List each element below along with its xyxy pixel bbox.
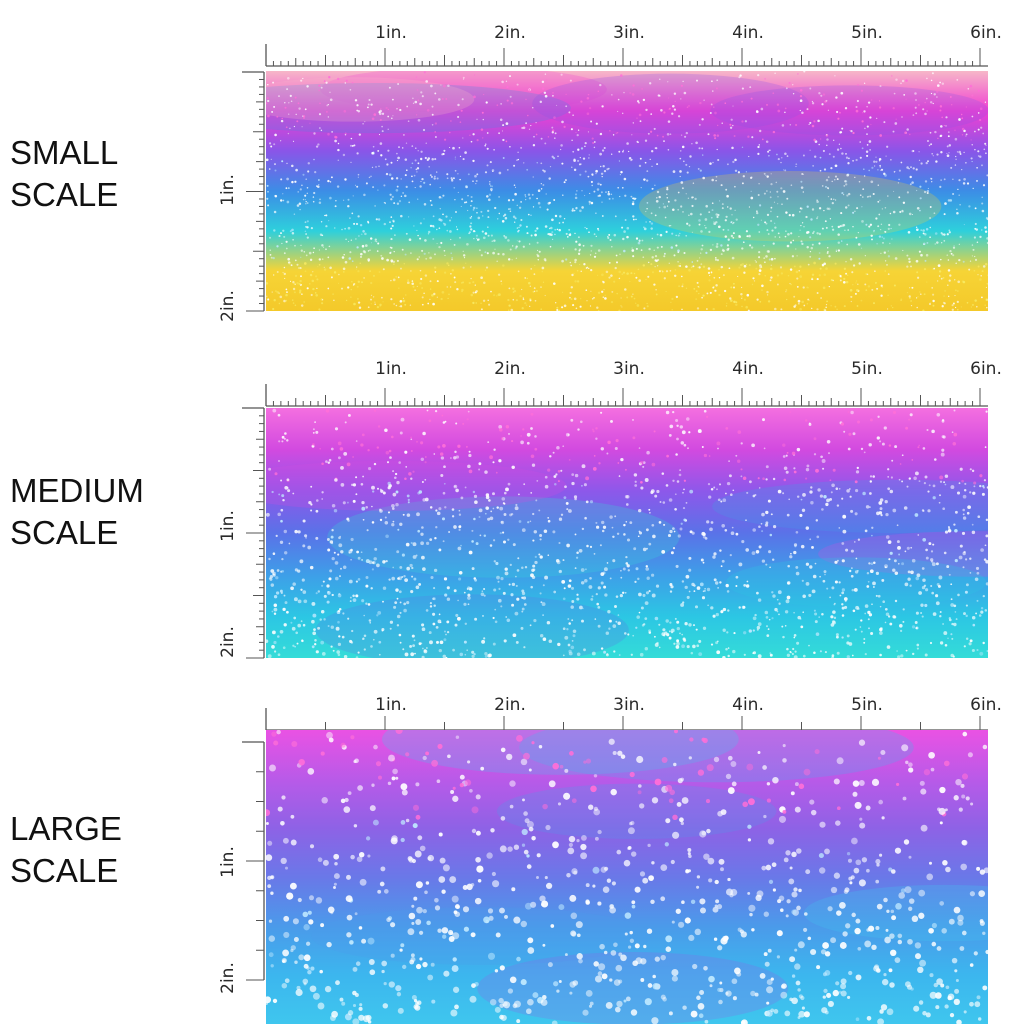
color-wash	[320, 71, 607, 113]
color-wash	[496, 783, 777, 840]
panel-large-scale: LARGE SCALE 1in. 2in. 3in. 4in. 5in. 6in…	[0, 676, 1024, 1024]
color-wash	[725, 557, 987, 608]
panel-small-scale: SMALL SCALE 1in. 2in. 3in. 4in. 5in. 6in…	[0, 0, 1024, 330]
color-wash	[477, 952, 789, 1024]
color-wash	[381, 730, 739, 775]
scale-label-line2: SCALE	[10, 176, 119, 213]
ruler-h-label: 5in.	[851, 23, 883, 43]
color-wash	[710, 85, 988, 136]
ruler-h-label: 3in.	[613, 23, 645, 43]
ruler-h-label: 6in.	[970, 695, 1002, 715]
ruler-v-label: 2in.	[218, 962, 238, 994]
ruler-v-label: 1in.	[218, 510, 238, 542]
color-wash	[519, 730, 914, 783]
fabric-swatch-large	[266, 730, 988, 1024]
fabric-swatch-medium	[266, 408, 988, 658]
ruler-v-label: 1in.	[218, 174, 238, 206]
glitter-dots	[266, 730, 988, 1024]
ruler-h-label: 3in.	[613, 359, 645, 379]
ruler-h-label: 1in.	[375, 695, 407, 715]
scale-label-line2: SCALE	[10, 514, 119, 551]
fabric-pattern-large	[266, 730, 988, 1024]
glitter-dots	[266, 408, 988, 658]
fabric-pattern-medium	[266, 408, 988, 658]
panel-medium-scale: MEDIUM SCALE 1in. 2in. 3in. 4in. 5in. 6i…	[0, 340, 1024, 670]
ruler-h-label: 4in.	[732, 23, 764, 43]
scale-label-line1: SMALL	[10, 134, 119, 171]
ruler-h-label: 2in.	[494, 359, 526, 379]
color-wash	[266, 460, 567, 511]
ruler-v-label: 1in.	[218, 846, 238, 878]
scale-label-line2: SCALE	[10, 852, 119, 889]
color-wash	[712, 479, 988, 534]
fabric-swatch-small	[266, 71, 988, 311]
color-wash	[266, 82, 571, 134]
scale-label-line1: MEDIUM	[10, 472, 144, 509]
ruler-h-label: 6in.	[970, 23, 1002, 43]
ombre-background	[266, 408, 988, 658]
ruler-v-label: 2in.	[218, 626, 238, 658]
ruler-h-label: 6in.	[970, 359, 1002, 379]
ruler-h-label: 1in.	[375, 359, 407, 379]
ombre-background	[266, 71, 988, 311]
ruler-medium: 1in. 2in. 3in. 4in. 5in. 6in. 1in. 2in.	[218, 359, 1002, 659]
ruler-h-label: 5in.	[851, 695, 883, 715]
ruler-h-label: 2in.	[494, 23, 526, 43]
color-wash	[818, 531, 988, 577]
fabric-pattern-small	[266, 71, 988, 311]
ruler-h-label: 1in.	[375, 23, 407, 43]
ruler-h-label: 5in.	[851, 359, 883, 379]
glitter-dots	[266, 71, 988, 311]
ruler-h-label: 4in.	[732, 359, 764, 379]
ruler-h-label: 4in.	[732, 695, 764, 715]
scale-label-line1: LARGE	[10, 810, 122, 847]
scale-label-small: SMALL SCALE	[10, 132, 118, 216]
color-wash	[638, 171, 942, 242]
ruler-small: 1in. 2in. 3in. 4in. 5in. 6in. 1in. 2in.	[218, 23, 1002, 322]
scale-label-large: LARGE SCALE	[10, 808, 122, 892]
scale-label-medium: MEDIUM SCALE	[10, 470, 144, 554]
color-wash	[532, 73, 809, 134]
ruler-h-label: 3in.	[613, 695, 645, 715]
ruler-h-label: 2in.	[494, 695, 526, 715]
ruler-v-label: 2in.	[218, 290, 238, 322]
color-wash	[311, 906, 651, 965]
ombre-background	[266, 730, 988, 1024]
